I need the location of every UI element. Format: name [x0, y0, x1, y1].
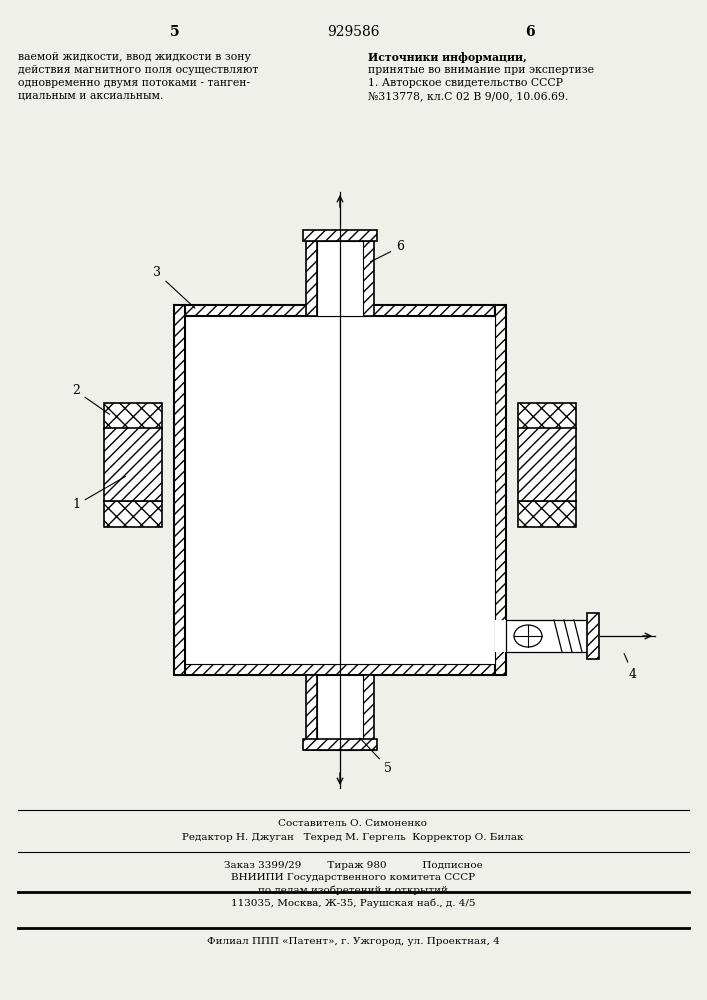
Text: ваемой жидкости, ввод жидкости в зону: ваемой жидкости, ввод жидкости в зону	[18, 52, 251, 62]
Bar	[495, 620, 508, 652]
Bar	[104, 501, 162, 527]
Bar	[185, 316, 495, 664]
Bar	[363, 675, 374, 750]
Bar	[185, 664, 495, 675]
Bar	[303, 230, 377, 241]
Bar	[306, 675, 317, 750]
Bar	[317, 241, 363, 316]
Bar	[174, 305, 185, 675]
Text: 929586: 929586	[327, 25, 379, 39]
Text: Источники информации,: Источники информации,	[368, 52, 527, 63]
Text: 6: 6	[370, 240, 404, 262]
Bar	[303, 739, 377, 750]
Bar	[317, 675, 363, 750]
Bar	[518, 403, 576, 429]
Text: ВНИИПИ Государственного комитета СССР: ВНИИПИ Государственного комитета СССР	[231, 874, 475, 882]
Text: 1: 1	[72, 476, 126, 512]
Text: действия магнитного поля осуществляют: действия магнитного поля осуществляют	[18, 65, 258, 75]
Bar	[104, 428, 162, 501]
Text: 4: 4	[624, 654, 637, 680]
Bar	[506, 620, 591, 652]
Text: Составитель О. Симоненко: Составитель О. Симоненко	[279, 820, 428, 828]
Ellipse shape	[514, 625, 542, 647]
Text: по делам изобретений и открытий: по делам изобретений и открытий	[258, 885, 448, 895]
Text: 2: 2	[72, 384, 110, 414]
Text: 5: 5	[360, 738, 392, 774]
Bar	[104, 403, 162, 429]
Bar	[306, 241, 317, 316]
Text: 5: 5	[170, 25, 180, 39]
Bar	[518, 428, 576, 501]
Text: Редактор Н. Джуган   Техред М. Гергель  Корректор О. Билак: Редактор Н. Джуган Техред М. Гергель Кор…	[182, 834, 524, 842]
Text: 1. Авторское свидетельство СССР: 1. Авторское свидетельство СССР	[368, 78, 563, 88]
Bar	[495, 305, 506, 675]
Bar	[587, 613, 599, 659]
Text: принятые во внимание при экспертизе: принятые во внимание при экспертизе	[368, 65, 594, 75]
Bar	[363, 241, 374, 316]
Text: №313778, кл.С 02 В 9/00, 10.06.69.: №313778, кл.С 02 В 9/00, 10.06.69.	[368, 91, 568, 101]
Text: 6: 6	[525, 25, 534, 39]
Text: Заказ 3399/29        Тираж 980           Подписное: Заказ 3399/29 Тираж 980 Подписное	[223, 860, 482, 869]
Text: 3: 3	[153, 266, 195, 308]
Text: одновременно двумя потоками - танген-: одновременно двумя потоками - танген-	[18, 78, 250, 88]
Text: циальным и аксиальным.: циальным и аксиальным.	[18, 91, 163, 101]
Text: 113035, Москва, Ж-35, Раушская наб., д. 4/5: 113035, Москва, Ж-35, Раушская наб., д. …	[230, 898, 475, 908]
Bar	[518, 501, 576, 527]
Bar	[185, 305, 495, 316]
Text: Филиал ППП «Патент», г. Ужгород, ул. Проектная, 4: Филиал ППП «Патент», г. Ужгород, ул. Про…	[206, 938, 499, 946]
